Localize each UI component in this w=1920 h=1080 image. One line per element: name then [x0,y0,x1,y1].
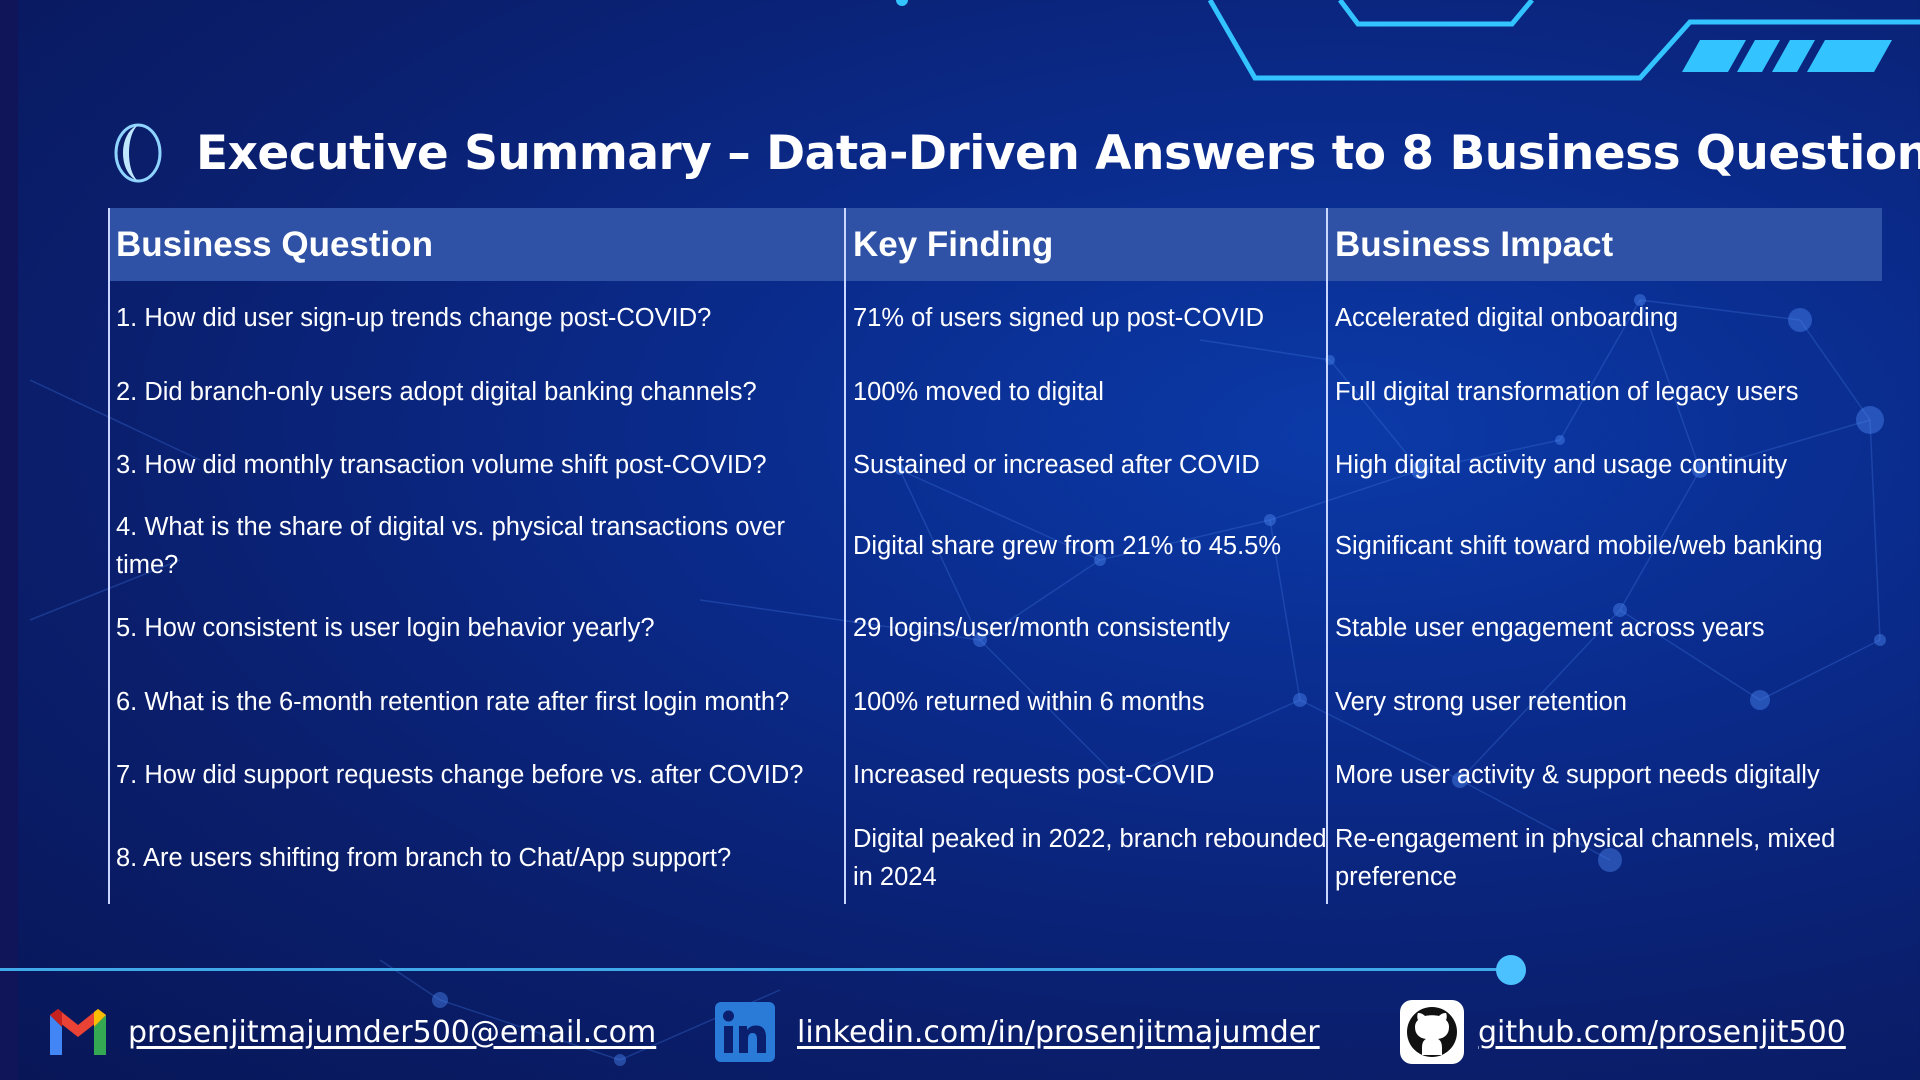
header-business-question: Business Question [116,224,434,264]
table-row: 1. How did user sign-up trends change po… [108,281,1882,355]
finding-cell: 100% moved to digital [853,377,1104,406]
left-accent-strip [0,0,18,1080]
page-title: Executive Summary – Data-Driven Answers … [196,125,1920,181]
question-cell: 6. What is the 6-month retention rate af… [116,687,790,716]
table-row: 6. What is the 6-month retention rate af… [108,665,1882,738]
email-link[interactable]: prosenjitmajumder500@email.com [128,1014,657,1050]
github-contact[interactable]: github.com/prosenjit500 [1400,1000,1846,1064]
impact-cell: High digital activity and usage continui… [1335,450,1788,479]
decorative-frame [896,0,1920,81]
table-header: Business Question Key Finding Business I… [108,208,1882,281]
finding-cell: Digital peaked in 2022, branch rebounded… [853,824,1327,891]
question-cell: 5. How consistent is user login behavior… [116,614,655,642]
table-row: 8. Are users shifting from branch to Cha… [108,811,1882,904]
impact-cell: Accelerated digital onboarding [1335,304,1679,332]
finding-cell: Sustained or increased after COVID [853,450,1260,479]
table-row: 7. How did support requests change befor… [108,738,1882,811]
footer-divider [0,968,1512,971]
finding-cell: 29 logins/user/month consistently [853,614,1231,642]
question-cell: 3. How did monthly transaction volume sh… [116,450,767,479]
column-divider [1326,208,1328,904]
gmail-icon [50,1009,106,1055]
finding-cell: Increased requests post-COVID [853,760,1215,789]
table-row: 5. How consistent is user login behavior… [108,591,1882,665]
linkedin-contact[interactable]: linkedin.com/in/prosenjitmajumder [715,1000,1320,1064]
header-key-finding: Key Finding [853,224,1054,264]
github-link[interactable]: github.com/prosenjit500 [1478,1014,1846,1050]
title-row: Executive Summary – Data-Driven Answers … [108,118,1920,188]
question-cell: 1. How did user sign-up trends change po… [116,304,712,332]
table-left-divider [108,208,110,904]
impact-cell: Re-engagement in physical channels, mixe… [1335,824,1836,891]
finding-cell: 100% returned within 6 months [853,687,1205,716]
question-cell: 2. Did branch-only users adopt digital b… [116,377,757,406]
question-cell: 7. How did support requests change befor… [116,760,804,789]
impact-cell: Very strong user retention [1335,687,1627,716]
header-business-impact: Business Impact [1335,224,1614,264]
impact-cell: More user activity & support needs digit… [1335,760,1820,789]
table-row: 2. Did branch-only users adopt digital b… [108,355,1882,428]
impact-cell: Stable user engagement across years [1335,614,1765,642]
table-row: 4. What is the share of digital vs. phys… [108,501,1882,591]
question-cell: 8. Are users shifting from branch to Cha… [116,843,732,872]
column-divider [844,208,846,904]
question-cell: 4. What is the share of digital vs. phys… [116,513,785,579]
crescent-logo-icon [114,123,162,183]
finding-cell: Digital share grew from 21% to 45.5% [853,532,1282,560]
linkedin-icon [715,1002,775,1062]
github-icon [1400,1000,1464,1064]
impact-cell: Full digital transformation of legacy us… [1335,377,1799,406]
email-contact[interactable]: prosenjitmajumder500@email.com [46,1000,656,1064]
finding-cell: 71% of users signed up post-COVID [853,304,1265,332]
summary-table: Business Question Key Finding Business I… [108,208,1882,904]
footer-divider-dot [1496,955,1526,985]
linkedin-link[interactable]: linkedin.com/in/prosenjitmajumder [797,1014,1320,1050]
impact-cell: Significant shift toward mobile/web bank… [1335,532,1823,560]
table-row: 3. How did monthly transaction volume sh… [108,428,1882,501]
